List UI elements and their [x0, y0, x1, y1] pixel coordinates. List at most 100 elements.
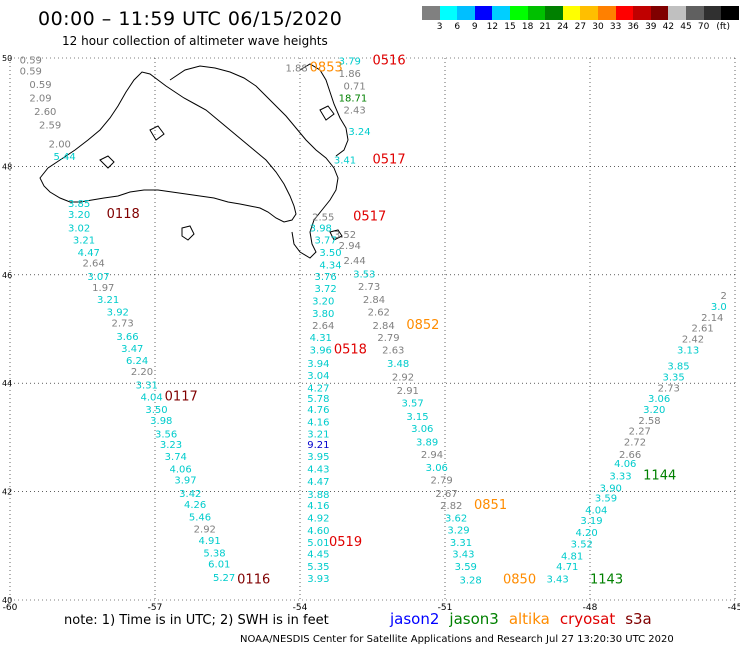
color-scale-label: 12	[486, 22, 499, 32]
color-scale-label: 9	[471, 22, 478, 32]
color-scale-bar	[422, 6, 739, 20]
wave-height-value: 2.84	[373, 321, 395, 332]
wave-height-value: 9.21	[307, 440, 329, 451]
satellite-legend: jason2 jason3 altika cryosat s3a	[390, 610, 662, 628]
wave-height-value: 4.04	[585, 505, 607, 516]
wave-height-value: 4.06	[614, 459, 636, 470]
wave-height-value: 3.59	[595, 493, 617, 504]
page-title: 00:00 – 11:59 UTC 06/15/2020	[38, 8, 343, 30]
legend-item-jason2: jason2	[390, 610, 440, 628]
wave-height-value: 2.61	[692, 324, 714, 335]
color-scale-label: 39	[645, 22, 657, 32]
lat-tick-label: 50	[2, 54, 12, 63]
wave-height-value: 2.59	[39, 120, 61, 131]
wave-height-value: 3.21	[97, 295, 119, 306]
wave-height-value: 4.71	[556, 562, 578, 573]
wave-height-value: 3.57	[402, 399, 424, 410]
pass-time-label: 1143	[590, 573, 623, 588]
wave-height-value: 3.52	[334, 230, 356, 241]
wave-height-value: 3.59	[455, 562, 477, 573]
wave-height-value: 2.92	[392, 372, 414, 383]
wave-height-value: 0.59	[20, 55, 42, 66]
wave-height-value: 4.45	[307, 550, 329, 561]
wave-height-value: 5.78	[307, 394, 329, 405]
wave-height-value: 3.06	[426, 463, 448, 474]
wave-height-value: 18.71	[339, 93, 368, 104]
wave-height-value: 3.56	[155, 429, 177, 440]
legend-item-s3a: s3a	[625, 610, 652, 628]
wave-height-value: 2	[721, 291, 727, 302]
wave-height-value: 5.27	[213, 573, 235, 584]
wave-height-value: 2.82	[440, 501, 462, 512]
axis-labels: -60 -57 -54 -51 -48 -45 50 48 46 44 42 40	[2, 54, 740, 613]
wave-height-value: 0.71	[344, 81, 366, 92]
wave-height-value: 5.44	[54, 152, 76, 163]
pass-time-label: 0516	[373, 54, 406, 69]
pass-time-label: 0117	[165, 390, 198, 405]
wave-height-value: 3.41	[334, 156, 356, 167]
color-swatch	[597, 6, 616, 20]
wave-height-value: 4.31	[310, 333, 332, 344]
wave-height-value: 3.02	[68, 223, 90, 234]
pass-time-label: 0851	[474, 498, 507, 513]
wave-height-value: 4.91	[199, 536, 221, 547]
wave-height-value: 2.63	[382, 345, 404, 356]
wave-height-value: 2.66	[619, 450, 641, 461]
wave-height-value: 3.62	[445, 513, 467, 524]
color-swatch	[633, 6, 651, 20]
wave-height-value: 2.72	[624, 438, 646, 449]
wave-height-value: 2.44	[344, 256, 366, 267]
wave-height-value: 2.20	[131, 367, 153, 378]
color-scale-label: 33	[609, 22, 622, 32]
wave-height-value: 3.29	[447, 525, 469, 536]
pass-time-label: 1144	[643, 469, 676, 484]
wave-height-value: 4.76	[307, 405, 329, 416]
color-scale-label: 36	[627, 22, 639, 32]
wave-height-value: 1.97	[92, 283, 114, 294]
wave-height-value: 2.64	[83, 259, 105, 270]
color-scale-label: (ft)	[716, 22, 730, 32]
color-scale-label: 21	[539, 22, 551, 32]
wave-height-value: 3.88	[307, 490, 329, 501]
color-scale-label: 18	[521, 22, 534, 32]
page-subtitle: 12 hour collection of altimeter wave hei…	[62, 34, 328, 48]
wave-height-value: 3.74	[165, 452, 187, 463]
wave-height-value: 2.64	[312, 321, 334, 332]
wave-height-value: 3.72	[315, 284, 337, 295]
color-swatch	[545, 6, 563, 20]
lon-tick-label: -57	[148, 603, 163, 613]
wave-height-value: 2.62	[368, 307, 390, 318]
wave-height-value: 3.98	[150, 416, 172, 427]
wave-height-value: 3.04	[307, 371, 329, 382]
wave-height-value: 2.60	[34, 107, 56, 118]
wave-height-value: 3.96	[310, 345, 332, 356]
color-swatch	[615, 6, 634, 20]
wave-height-value: 5.46	[189, 512, 211, 523]
wave-height-value: 5.35	[307, 562, 329, 573]
wave-height-value: 3.85	[667, 362, 689, 373]
wave-height-value: 4.04	[141, 393, 163, 404]
color-scale-label: 42	[662, 22, 675, 32]
wave-height-value: 2.27	[629, 427, 651, 438]
wave-height-value: 3.76	[315, 272, 337, 283]
color-scale-label: 6	[454, 22, 461, 32]
wave-height-value: 3.85	[68, 199, 90, 210]
wave-height-value: 3.06	[411, 424, 433, 435]
wave-height-value: 4.81	[561, 551, 583, 562]
wave-height-value: 4.47	[307, 477, 329, 488]
wave-height-value: 3.31	[450, 538, 472, 549]
wave-height-value: 2.94	[421, 450, 443, 461]
wave-height-value: 3.80	[312, 309, 334, 320]
pass-time-label: 0852	[406, 318, 439, 333]
wave-height-value: 3.97	[174, 475, 196, 486]
color-swatch	[422, 6, 440, 20]
wave-height-value: 3.21	[307, 429, 329, 440]
wave-height-value: 1.88	[286, 64, 308, 75]
wave-height-value: 3.42	[179, 489, 201, 500]
lat-tick-label: 40	[2, 596, 12, 605]
color-swatch	[562, 6, 581, 20]
wave-height-value: 3.98	[310, 223, 332, 234]
color-swatch	[668, 6, 686, 20]
wave-height-value: 4.47	[78, 248, 100, 259]
